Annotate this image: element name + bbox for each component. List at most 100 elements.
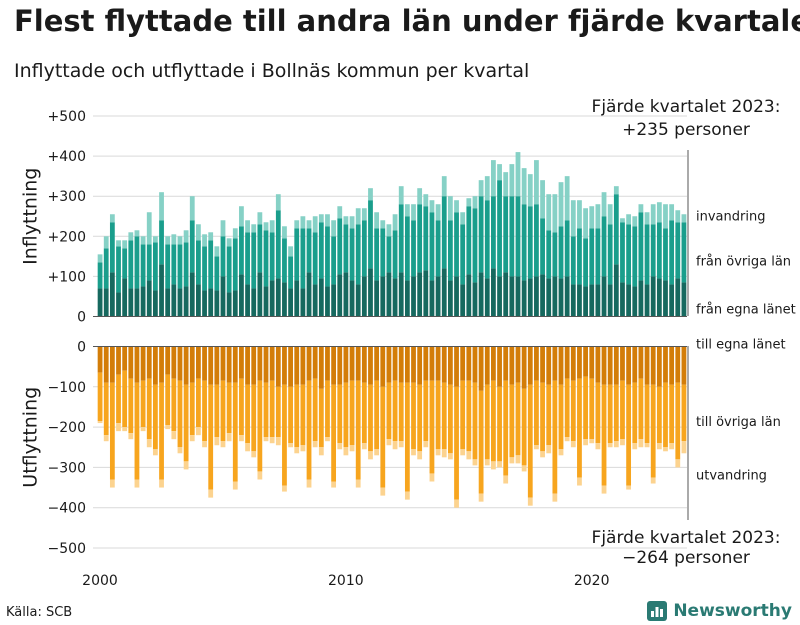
outflow-bar xyxy=(650,477,656,484)
outflow-bar xyxy=(177,380,183,448)
outflow-bar xyxy=(681,441,687,454)
inflow-bar xyxy=(226,238,232,247)
outflow-bar xyxy=(343,447,349,456)
inflow-bar xyxy=(527,206,533,279)
inflow-bar xyxy=(626,284,632,317)
outflow-bar xyxy=(663,447,668,452)
outflow-bar xyxy=(472,382,478,460)
inflow-bar xyxy=(552,232,558,277)
outflow-bar xyxy=(306,479,312,488)
inflow-bar xyxy=(583,208,588,239)
outflow-bar xyxy=(214,346,220,385)
outflow-bar xyxy=(140,346,146,381)
outflow-bar xyxy=(312,346,318,379)
outflow-bar xyxy=(331,481,337,488)
newsworthy-icon xyxy=(647,601,668,621)
inflow-bar xyxy=(171,244,177,285)
inflow-bar xyxy=(343,224,349,273)
outflow-bar xyxy=(343,382,349,448)
outflow-bar xyxy=(441,449,447,458)
inflow-bar xyxy=(300,228,306,289)
bottom-y-tick-label: 0 xyxy=(77,340,86,356)
outflow-bar xyxy=(140,427,146,432)
inflow-bar xyxy=(312,216,318,233)
outflow-bar xyxy=(423,441,429,448)
inflow-bar xyxy=(620,218,625,223)
outflow-bar xyxy=(361,443,367,450)
inflow-bar xyxy=(282,282,287,317)
outflow-bar xyxy=(503,346,509,381)
bottom-y-tick-label: −200 xyxy=(48,420,86,436)
inflow-bar xyxy=(263,286,269,317)
outflow-bar xyxy=(288,346,293,387)
outflow-bar xyxy=(466,346,472,381)
outflow-bar xyxy=(552,380,558,494)
outflow-bar xyxy=(595,382,601,444)
outflow-bar xyxy=(294,384,300,448)
outflow-bar xyxy=(521,465,527,472)
inflow-bar xyxy=(263,230,269,287)
inflow-bar xyxy=(638,212,644,281)
inflow-bar xyxy=(140,286,146,317)
outflow-bar xyxy=(146,378,152,440)
outflow-bar xyxy=(650,346,656,385)
outflow-bar xyxy=(171,431,177,440)
top-y-tick-label: +100 xyxy=(48,269,86,285)
inflow-series-label: från övriga län xyxy=(696,254,791,269)
outflow-bar xyxy=(404,346,410,383)
inflow-bar xyxy=(226,292,232,317)
inflow-bar xyxy=(454,212,459,277)
inflow-bar xyxy=(650,204,656,225)
inflow-bar xyxy=(601,192,607,217)
outflow-bar xyxy=(540,382,545,452)
inflow-bar xyxy=(589,228,595,285)
inflow-bar xyxy=(159,264,164,317)
outflow-bar xyxy=(392,380,398,442)
top-y-tick-label: +500 xyxy=(48,109,86,125)
outflow-bar xyxy=(202,380,207,442)
outflow-bar xyxy=(626,485,632,490)
top-y-tick-label: +400 xyxy=(48,149,86,165)
outflow-bar xyxy=(257,380,263,472)
outflow-bar xyxy=(521,346,527,389)
outflow-bar xyxy=(644,443,650,448)
inflow-bar xyxy=(558,226,564,279)
inflow-bar xyxy=(269,280,275,317)
top-annotation-line1: Fjärde kvartalet 2023: xyxy=(592,97,781,117)
outflow-bar xyxy=(423,380,429,442)
bottom-y-tick-label: −500 xyxy=(48,541,86,557)
inflow-bar xyxy=(245,284,250,317)
inflow-bar xyxy=(570,236,576,285)
outflow-bar xyxy=(398,441,404,448)
inflow-bar xyxy=(196,284,201,317)
inflow-bar xyxy=(97,262,103,289)
outflow-bar xyxy=(337,443,343,450)
inflow-bar xyxy=(355,284,361,317)
outflow-bar xyxy=(552,346,558,381)
inflow-bar xyxy=(97,254,103,263)
outflow-bar xyxy=(325,437,330,442)
bottom-annotation-line1: Fjärde kvartalet 2023: xyxy=(592,528,781,548)
inflow-bar xyxy=(460,224,466,285)
inflow-bar xyxy=(368,268,373,317)
outflow-bar xyxy=(620,346,625,381)
outflow-series-label: till övriga län xyxy=(696,415,781,430)
newsworthy-logo: Newsworthy xyxy=(647,600,792,622)
outflow-bar xyxy=(607,443,613,448)
inflow-bar xyxy=(282,238,287,283)
inflow-bar xyxy=(546,230,552,279)
outflow-bar xyxy=(577,477,582,486)
outflow-bar xyxy=(478,390,484,494)
inflow-bar xyxy=(675,278,681,317)
outflow-bar xyxy=(398,346,404,383)
inflow-bar xyxy=(620,222,625,283)
inflow-bar xyxy=(214,256,220,291)
outflow-bar xyxy=(460,449,466,456)
outflow-bar xyxy=(441,382,447,450)
inflow-bar xyxy=(128,240,134,289)
inflow-bar xyxy=(232,290,238,317)
inflow-bar xyxy=(325,214,330,227)
inflow-bar xyxy=(613,194,619,265)
inflow-bar xyxy=(103,248,109,289)
inflow-bar xyxy=(404,204,410,217)
